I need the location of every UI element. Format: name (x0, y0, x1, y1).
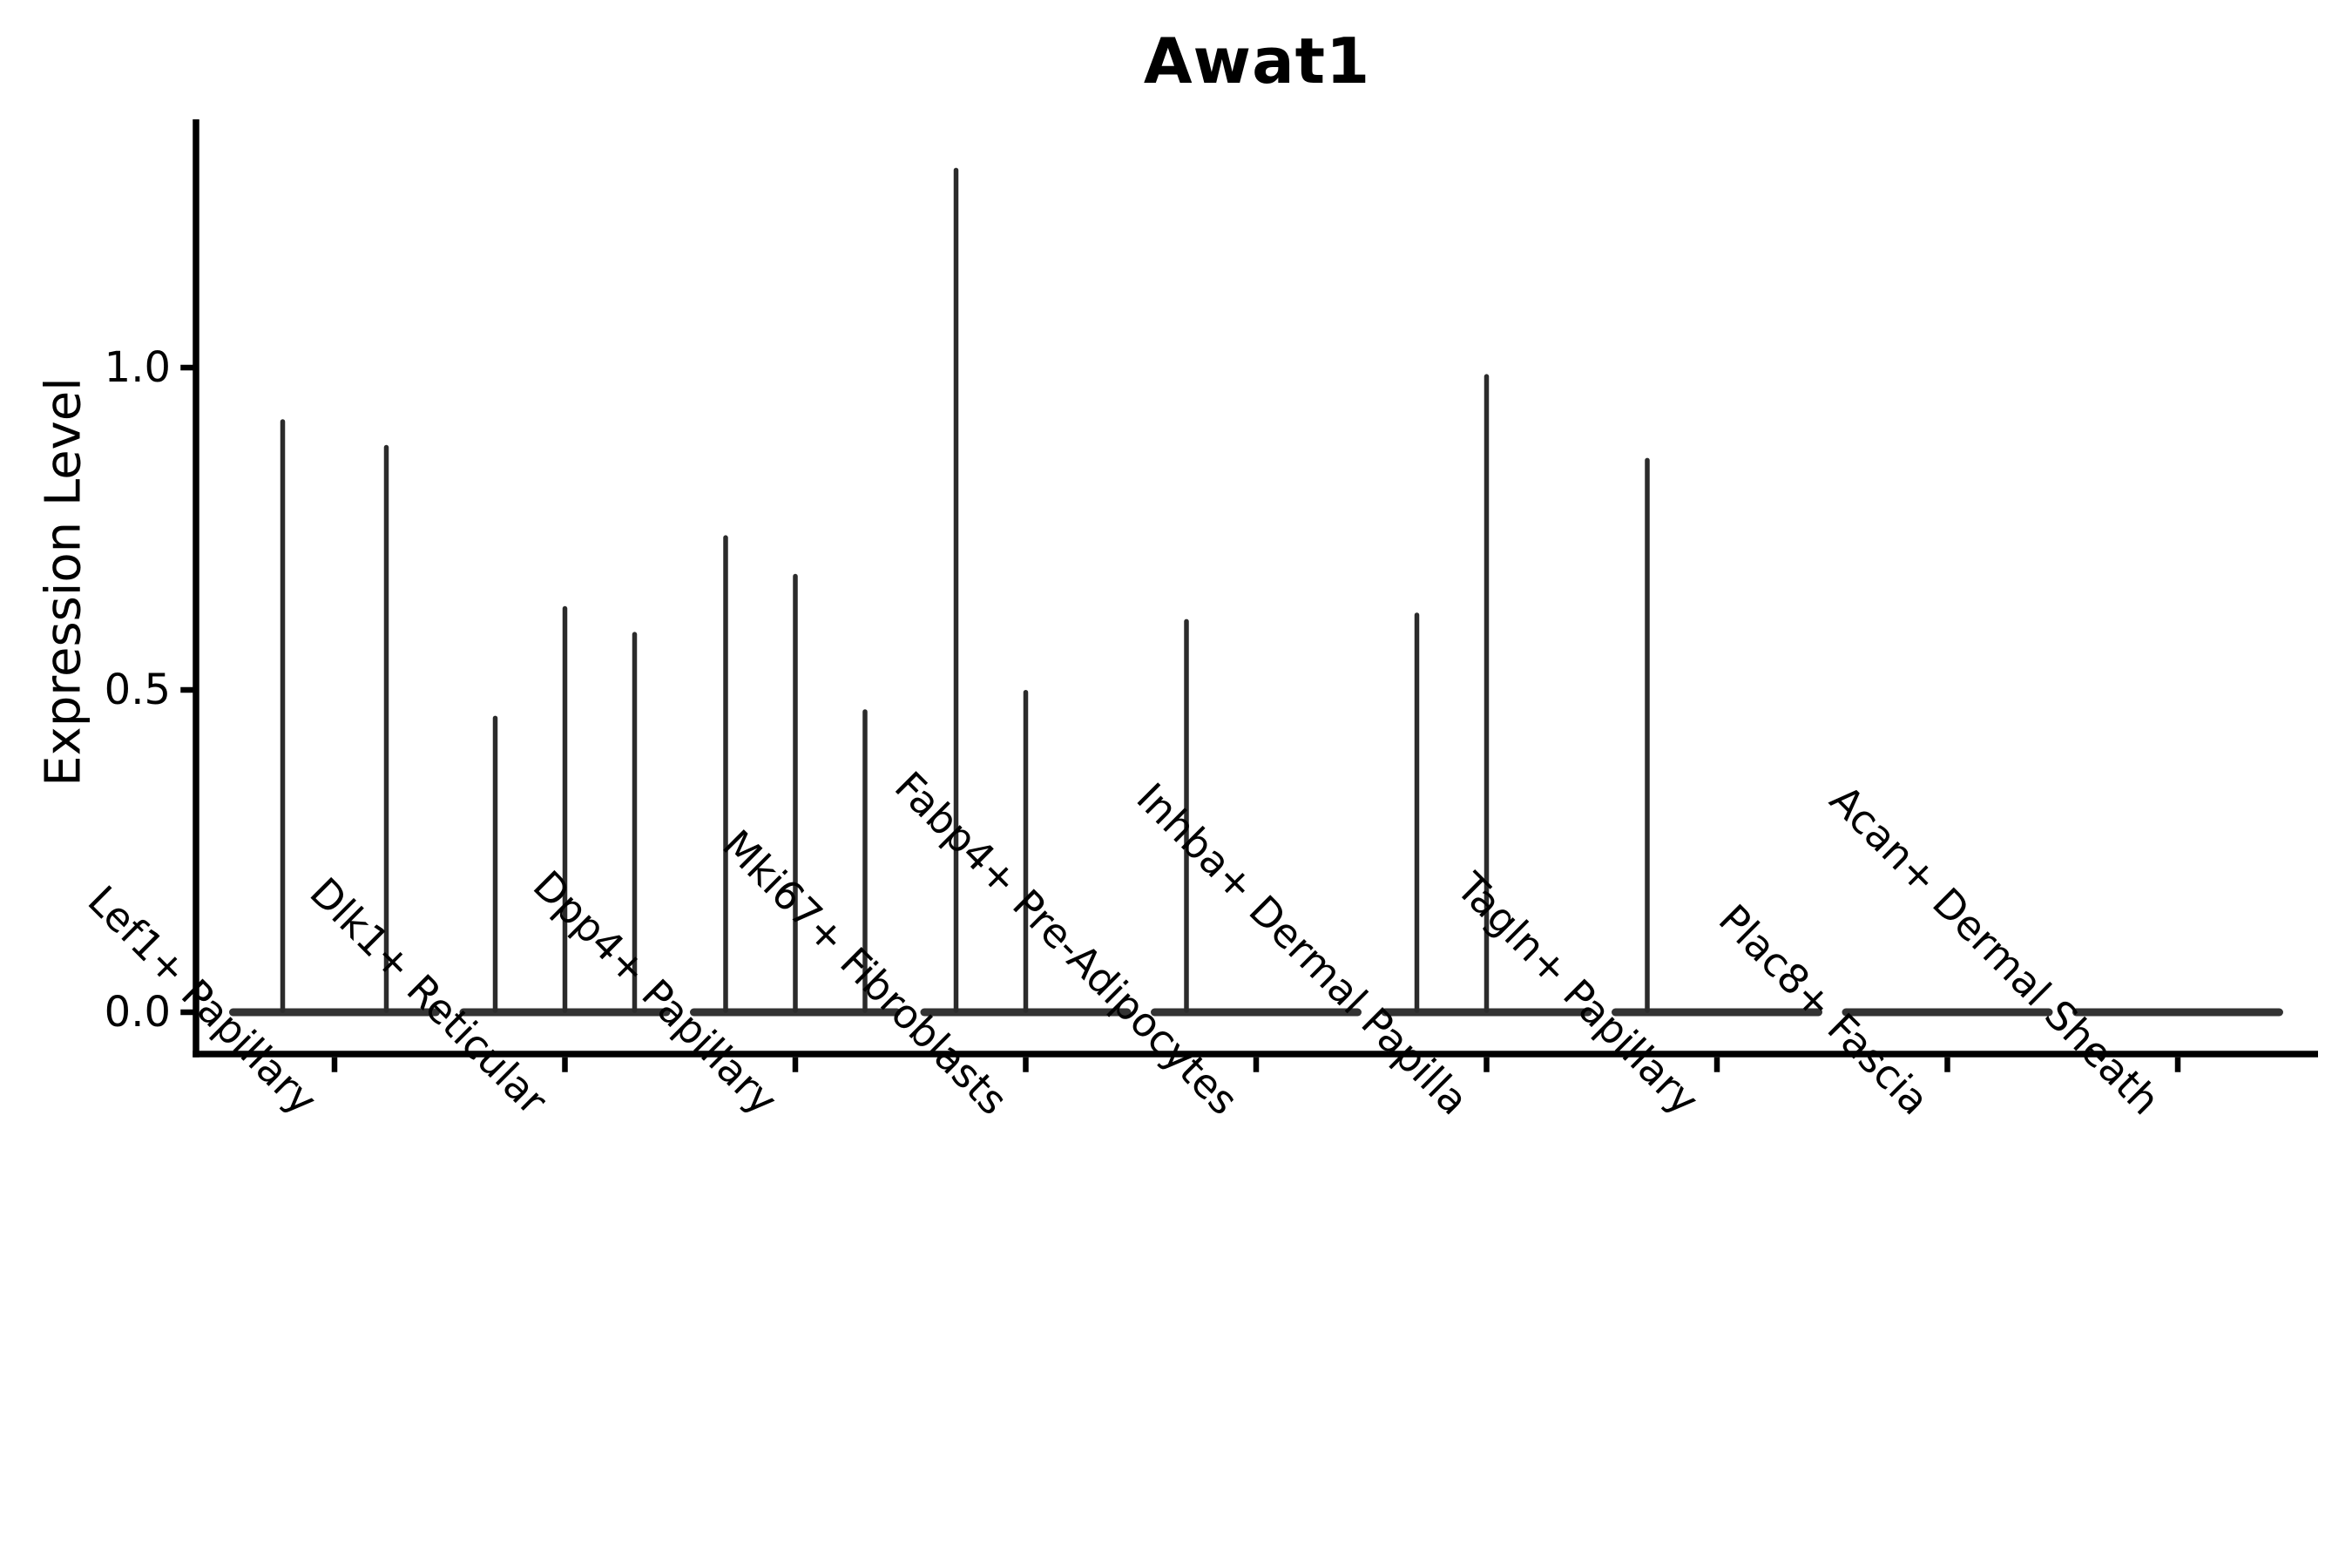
y-tick-label: 0.5 (104, 666, 171, 714)
plot-title: Awat1 (1143, 24, 1371, 98)
violin-baseline (2072, 1008, 2283, 1017)
violin-baseline (1151, 1008, 1362, 1017)
y-tick-label: 1.0 (104, 343, 171, 392)
y-tick-label: 0.0 (104, 988, 171, 1037)
violin-baseline (1612, 1008, 1822, 1017)
violin-baseline (1842, 1008, 2053, 1017)
